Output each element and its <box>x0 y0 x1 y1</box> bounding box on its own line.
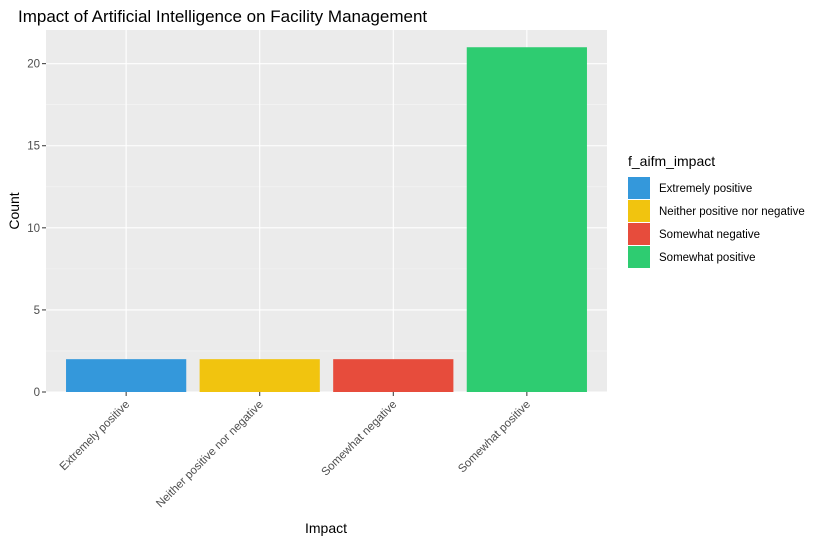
legend-swatch <box>628 200 650 222</box>
x-tick-label: Extremely positive <box>58 399 132 473</box>
legend-swatch <box>628 177 650 199</box>
legend-swatch <box>628 223 650 245</box>
chart-title: Impact of Artificial Intelligence on Fac… <box>18 7 427 26</box>
x-axis-ticks: Extremely positive Neither positive nor n… <box>58 392 533 510</box>
bar <box>466 47 587 392</box>
y-tick-label: 10 <box>27 223 40 235</box>
y-tick-label: 0 <box>34 387 40 399</box>
legend-label: Neither positive nor negative <box>659 206 805 218</box>
legend-title: f_aifm_impact <box>628 153 715 169</box>
y-axis-ticks: 0 5 10 15 20 <box>27 59 46 399</box>
legend-label: Somewhat positive <box>659 252 756 264</box>
y-tick-label: 15 <box>27 141 40 153</box>
x-tick-label: Somewhat negative <box>319 399 399 479</box>
bars <box>66 47 587 392</box>
y-tick-label: 5 <box>34 305 40 317</box>
legend: f_aifm_impact Extremely positive Neither … <box>628 153 805 268</box>
x-tick-label: Somewhat positive <box>456 399 533 476</box>
x-tick-label: Neither positive nor negative <box>154 399 266 511</box>
bar <box>333 359 454 392</box>
x-axis-title: Impact <box>305 520 347 536</box>
bar <box>199 359 320 392</box>
legend-swatch <box>628 246 650 268</box>
y-tick-label: 20 <box>27 59 40 71</box>
legend-label: Extremely positive <box>659 183 752 195</box>
legend-items: Extremely positive Neither positive nor n… <box>628 177 805 268</box>
legend-label: Somewhat negative <box>659 229 760 241</box>
y-axis-title: Count <box>6 192 22 229</box>
bar <box>66 359 187 392</box>
